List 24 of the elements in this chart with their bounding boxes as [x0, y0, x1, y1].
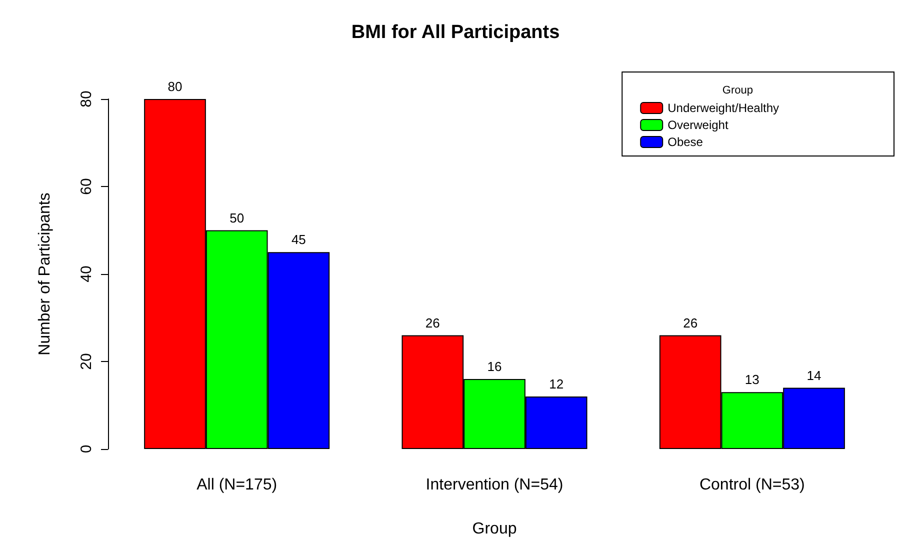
data-label: 50 — [230, 210, 244, 226]
data-label: 14 — [806, 368, 822, 383]
data-label: 26 — [683, 315, 698, 330]
legend-label: Underweight/Healthy — [668, 101, 780, 115]
x-axis-title: Group — [472, 520, 517, 538]
data-label: 12 — [549, 376, 564, 392]
data-label: 16 — [487, 359, 502, 374]
chart-title: BMI for All Participants — [351, 22, 560, 43]
data-label: 26 — [425, 315, 440, 330]
legend-label: Overweight — [668, 118, 729, 132]
y-tick-label: 80 — [78, 90, 95, 108]
y-tick-label: 40 — [78, 266, 95, 282]
y-tick-label: 20 — [78, 353, 95, 370]
data-label: 45 — [291, 232, 306, 248]
data-label: 13 — [744, 372, 760, 388]
legend-title: Group — [722, 84, 754, 96]
y-tick-label: 0 — [78, 444, 95, 454]
x-tick-label: Control (N=53) — [699, 476, 805, 494]
x-tick-label: Intervention (N=54) — [426, 476, 564, 494]
x-tick-label: All (N=175) — [196, 476, 278, 494]
y-tick-label: 60 — [78, 178, 95, 195]
legend-label: Obese — [668, 135, 704, 149]
data-label: 80 — [168, 79, 182, 94]
y-axis-title: Number of Participants — [36, 192, 54, 356]
